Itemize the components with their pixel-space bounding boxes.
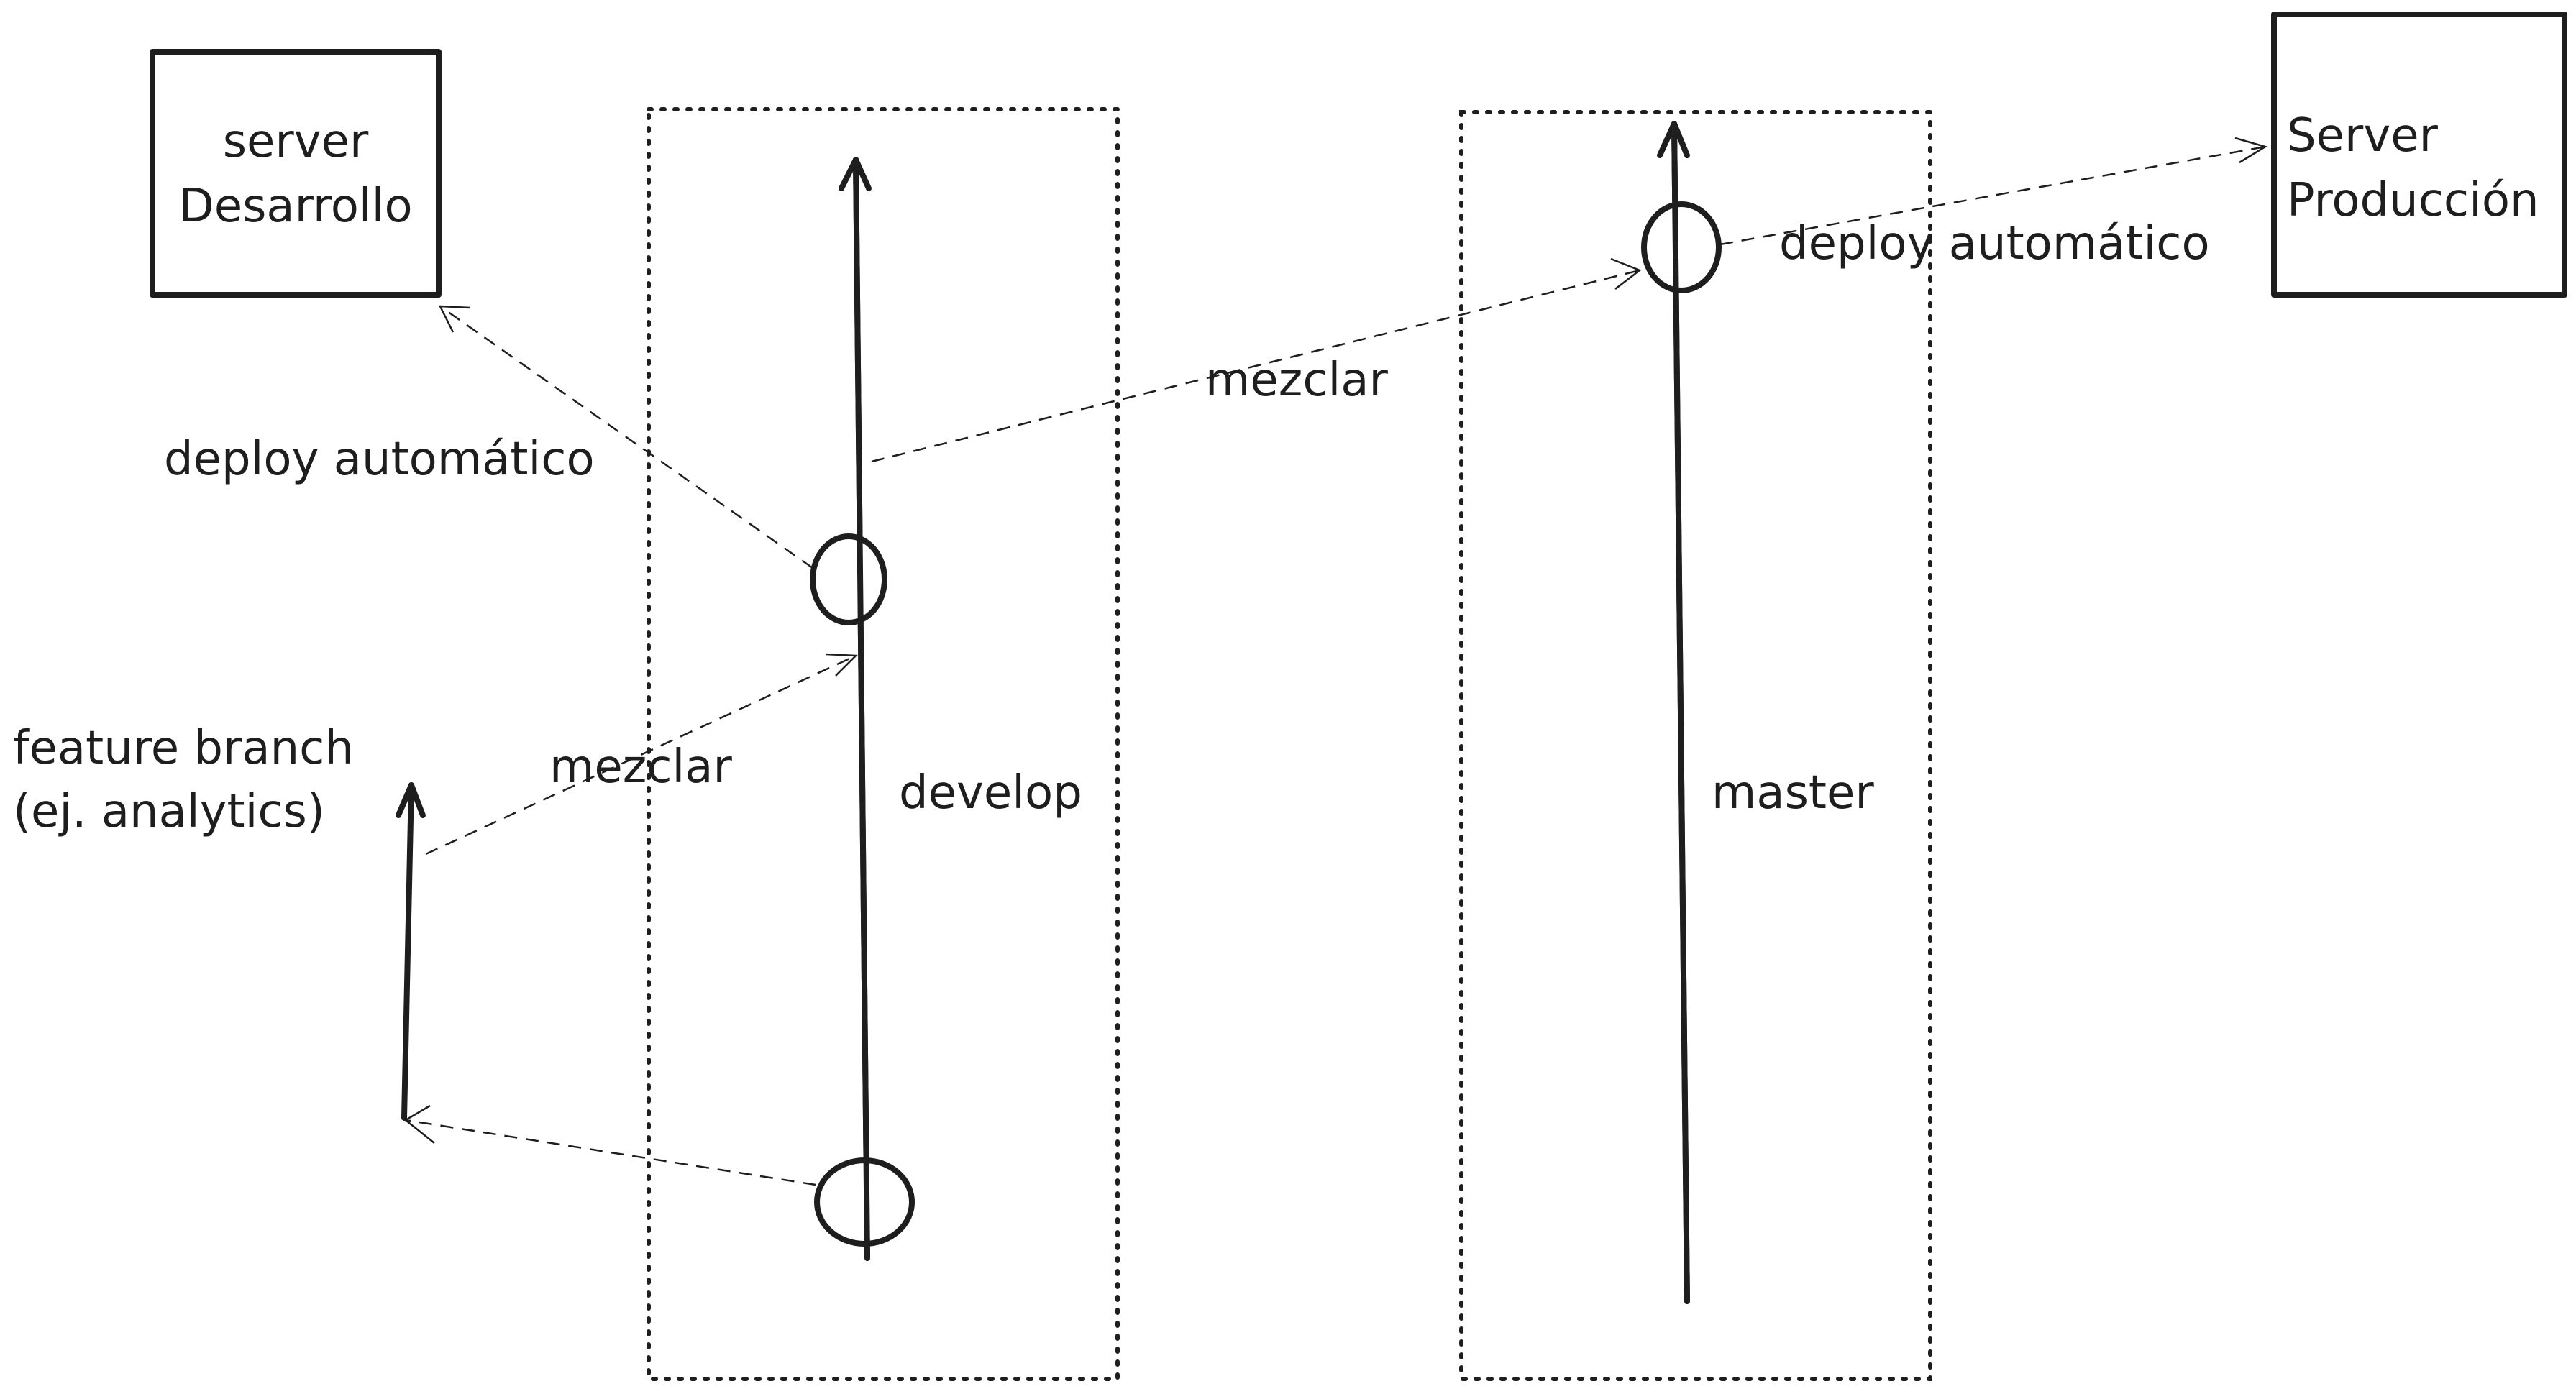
master-branch-label: master (1712, 766, 1874, 820)
server-desarrollo-label-line2: Desarrollo (178, 180, 412, 233)
develop-commit-top (810, 533, 887, 625)
feature-branch-arrow (396, 782, 426, 1121)
merge-to-master-label: mezclar (1205, 354, 1389, 407)
merge-feature-arrow (425, 653, 858, 856)
deploy-prod-arrow (1719, 137, 2268, 246)
server-desarrollo-node: server Desarrollo (150, 49, 442, 298)
server-produccion-box (2271, 12, 2567, 298)
server-produccion-node: Server Producción (2271, 12, 2567, 298)
deploy-dev-label: deploy automático (164, 433, 595, 486)
master-line-overlay (1671, 121, 1690, 1304)
develop-line-overlay (853, 157, 870, 1261)
deploy-dev-arrow (438, 305, 813, 569)
develop-branch-label: develop (899, 766, 1082, 820)
master-container (1459, 110, 1932, 1381)
feature-branch-label-line1: feature branch (13, 722, 354, 775)
server-produccion-label-line2: Producción (2287, 174, 2539, 227)
merge-to-master-arrow (871, 257, 1642, 463)
develop-container (647, 107, 1120, 1381)
server-produccion-label-line1: Server (2287, 109, 2439, 162)
feature-branch-label-line2: (ej. analytics) (13, 785, 325, 838)
server-desarrollo-box (150, 49, 442, 298)
merge-feature-label: mezclar (549, 740, 733, 794)
master-commit (1641, 201, 1722, 293)
server-desarrollo-label-line1: server (223, 115, 369, 168)
branch-off-feature-arrow (403, 1104, 816, 1186)
deploy-prod-label: deploy automático (1779, 217, 2210, 270)
